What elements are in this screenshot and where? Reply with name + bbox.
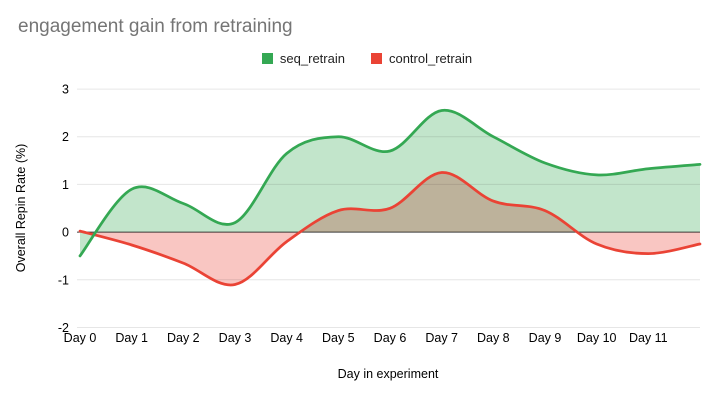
y-axis-title: Overall Repin Rate (%) bbox=[14, 144, 28, 273]
chart-legend: seq_retrain control_retrain bbox=[0, 51, 720, 66]
y-tick-label--2: -2 bbox=[58, 321, 69, 335]
x-tick-label-5: Day 5 bbox=[322, 331, 355, 345]
legend-swatch-seq_retrain bbox=[261, 53, 273, 64]
x-axis-title: Day in experiment bbox=[338, 367, 439, 381]
legend-item-control_retrain: control_retrain bbox=[370, 51, 473, 66]
x-tick-label-2: Day 2 bbox=[167, 331, 200, 345]
y-tick-label-0: 0 bbox=[62, 226, 69, 240]
y-tick-label-3: 3 bbox=[62, 83, 69, 97]
series-area-control_retrain bbox=[80, 172, 700, 285]
x-tick-label-4: Day 4 bbox=[270, 331, 303, 345]
y-tick-label-2: 2 bbox=[62, 130, 69, 144]
x-tick-label-3: Day 3 bbox=[219, 331, 252, 345]
x-tick-label-7: Day 7 bbox=[425, 331, 458, 345]
y-tick-label--1: -1 bbox=[58, 273, 69, 287]
legend-label: seq_retrain bbox=[279, 51, 345, 66]
legend-label: control_retrain bbox=[388, 51, 473, 66]
x-tick-label-0: Day 0 bbox=[64, 331, 97, 345]
legend-item-seq_retrain: seq_retrain bbox=[261, 51, 345, 66]
x-tick-label-9: Day 9 bbox=[529, 331, 562, 345]
x-tick-label-1: Day 1 bbox=[115, 331, 148, 345]
series-line-seq_retrain bbox=[78, 109, 702, 258]
x-tick-label-10: Day 10 bbox=[577, 331, 617, 345]
chart-title: engagement gain from retraining bbox=[18, 16, 293, 37]
x-tick-label-8: Day 8 bbox=[477, 331, 510, 345]
y-tick-label-1: 1 bbox=[62, 178, 69, 192]
x-tick-label-11: Day 11 bbox=[629, 331, 668, 345]
legend-swatch-control_retrain bbox=[370, 53, 382, 64]
x-tick-label-6: Day 6 bbox=[374, 331, 407, 345]
series-line-control_retrain bbox=[78, 171, 702, 287]
